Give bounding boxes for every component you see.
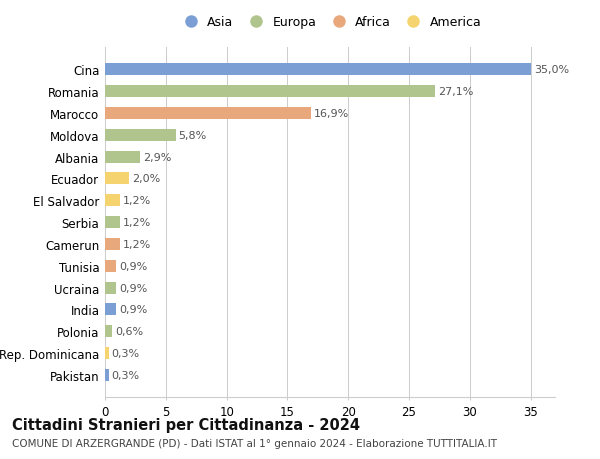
Bar [105, 86, 434, 98]
Bar [105, 304, 116, 316]
Text: 1,2%: 1,2% [122, 196, 151, 206]
Text: 16,9%: 16,9% [314, 109, 349, 118]
Text: 0,6%: 0,6% [115, 327, 143, 336]
Bar [105, 347, 109, 359]
Legend: Asia, Europa, Africa, America: Asia, Europa, Africa, America [179, 16, 481, 29]
Text: 2,9%: 2,9% [143, 152, 172, 162]
Text: Cittadini Stranieri per Cittadinanza - 2024: Cittadini Stranieri per Cittadinanza - 2… [12, 417, 360, 432]
Text: 35,0%: 35,0% [534, 65, 569, 75]
Bar [105, 238, 119, 251]
Bar [105, 64, 530, 76]
Text: 0,9%: 0,9% [119, 305, 147, 315]
Text: 27,1%: 27,1% [437, 87, 473, 97]
Bar [105, 217, 119, 229]
Bar [105, 151, 140, 163]
Bar [105, 260, 116, 272]
Bar [105, 369, 109, 381]
Text: 0,3%: 0,3% [112, 348, 140, 358]
Text: 1,2%: 1,2% [122, 240, 151, 249]
Text: 0,3%: 0,3% [112, 370, 140, 380]
Bar [105, 129, 176, 141]
Bar [105, 195, 119, 207]
Bar [105, 173, 130, 185]
Text: COMUNE DI ARZERGRANDE (PD) - Dati ISTAT al 1° gennaio 2024 - Elaborazione TUTTIT: COMUNE DI ARZERGRANDE (PD) - Dati ISTAT … [12, 438, 497, 448]
Text: 0,9%: 0,9% [119, 261, 147, 271]
Text: 5,8%: 5,8% [179, 130, 207, 140]
Bar [105, 325, 112, 337]
Bar [105, 282, 116, 294]
Text: 0,9%: 0,9% [119, 283, 147, 293]
Bar [105, 108, 311, 120]
Text: 2,0%: 2,0% [133, 174, 161, 184]
Text: 1,2%: 1,2% [122, 218, 151, 228]
